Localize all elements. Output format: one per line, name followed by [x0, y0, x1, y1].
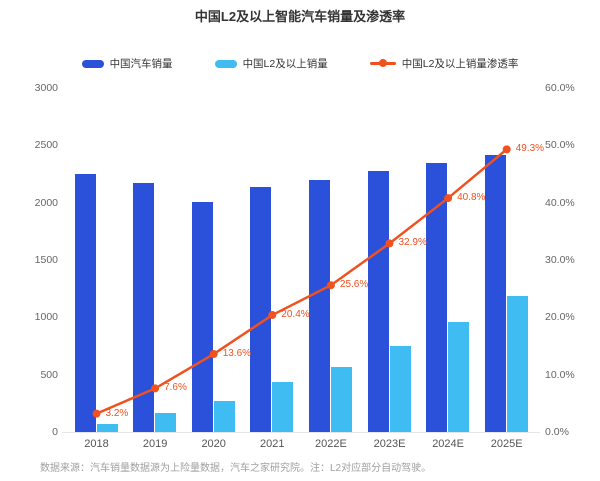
bar-l2-sales-2025E — [506, 295, 528, 432]
bar-l2-sales-2021 — [272, 381, 294, 432]
bar-total-sales-2019 — [133, 183, 155, 432]
x-axis-label-2018: 2018 — [84, 438, 109, 450]
legend-bar-marker-dark-blue — [81, 59, 104, 68]
y-axis-right-tick-label: 20.0% — [545, 311, 575, 324]
bar-l2-sales-2024E — [448, 322, 470, 432]
legend-label-china-auto-sales: 中国汽车销量 — [109, 58, 173, 70]
line-point-2025E — [502, 145, 511, 154]
legend-item-l2-sales[interactable]: 中国L2及以上销量 — [214, 56, 328, 71]
line-point-label-2025E: 49.3% — [515, 143, 545, 155]
y-axis-right-tick-label: 10.0% — [545, 368, 575, 381]
bar-total-sales-2023E — [367, 171, 389, 432]
line-point-label-2020: 13.6% — [222, 348, 252, 360]
x-axis-label-2025E: 2025E — [490, 438, 523, 450]
y-axis-left-tick-label: 500 — [40, 368, 58, 381]
line-point-label-2023E: 32.9% — [398, 237, 427, 249]
legend-bar-marker-light-blue — [214, 59, 237, 68]
chart-title: 中国L2及以上智能汽车销量及渗透率 — [194, 9, 406, 24]
source-note: 数据来源：汽车销量数据源为上险量数据，汽车之家研究院。注：L2对应部分自动驾驶。 — [40, 463, 432, 474]
y-axis-right-tick-label: 50.0% — [545, 139, 575, 152]
y-axis-left-tick-label: 2500 — [34, 139, 58, 152]
y-axis-right-tick-label: 0.0% — [545, 426, 569, 438]
bar-total-sales-2021 — [250, 186, 272, 432]
bar-l2-sales-2023E — [389, 346, 411, 432]
bar-l2-sales-2020 — [213, 400, 235, 432]
x-axis-label-2023E: 2023E — [373, 438, 406, 450]
y-axis-left-tick-label: 0 — [52, 426, 58, 438]
y-axis-left-tick-label: 3000 — [34, 82, 58, 94]
x-axis-label-2024E: 2024E — [432, 438, 464, 450]
y-axis-left-tick-label: 1000 — [34, 311, 58, 324]
x-axis-label-2022E: 2022E — [314, 438, 347, 450]
y-axis-right-tick-label: 60.0% — [545, 82, 575, 94]
bar-total-sales-2025E — [484, 154, 506, 432]
bar-total-sales-2020 — [191, 201, 213, 432]
y-axis-right-tick-label: 30.0% — [545, 254, 575, 266]
legend-item-china-auto-sales[interactable]: 中国汽车销量 — [81, 56, 173, 71]
legend-item-l2-penetration[interactable]: 中国L2及以上销量渗透率 — [369, 56, 519, 71]
chart-legend: 中国汽车销量 中国L2及以上销量 中国L2及以上销量渗透率 — [0, 56, 600, 71]
x-axis-baseline — [62, 432, 540, 433]
x-axis-label-2020: 2020 — [201, 438, 226, 450]
x-axis-label-2019: 2019 — [142, 438, 168, 450]
line-point-label-2021: 20.4% — [281, 309, 310, 321]
bar-total-sales-2022E — [308, 179, 330, 432]
legend-line-marker-orange — [369, 59, 396, 68]
line-point-label-2024E: 40.8% — [457, 192, 486, 204]
bar-total-sales-2018 — [74, 174, 96, 432]
line-point-label-2019: 7.6% — [164, 382, 187, 394]
y-axis-left-tick-label: 1500 — [34, 254, 58, 266]
bar-l2-sales-2019 — [155, 413, 177, 432]
line-point-label-2018: 3.2% — [105, 407, 129, 419]
bar-l2-sales-2022E — [330, 367, 352, 432]
y-axis-left-tick-label: 2000 — [34, 196, 58, 209]
y-axis-right-tick-label: 40.0% — [545, 196, 575, 209]
legend-label-l2-sales: 中国L2及以上销量 — [242, 58, 328, 70]
bar-total-sales-2024E — [426, 162, 448, 432]
legend-label-l2-penetration: 中国L2及以上销量渗透率 — [401, 58, 519, 70]
line-point-label-2022E: 25.6% — [339, 279, 369, 291]
bar-l2-sales-2018 — [96, 423, 118, 432]
x-axis-label-2021: 2021 — [260, 438, 285, 450]
